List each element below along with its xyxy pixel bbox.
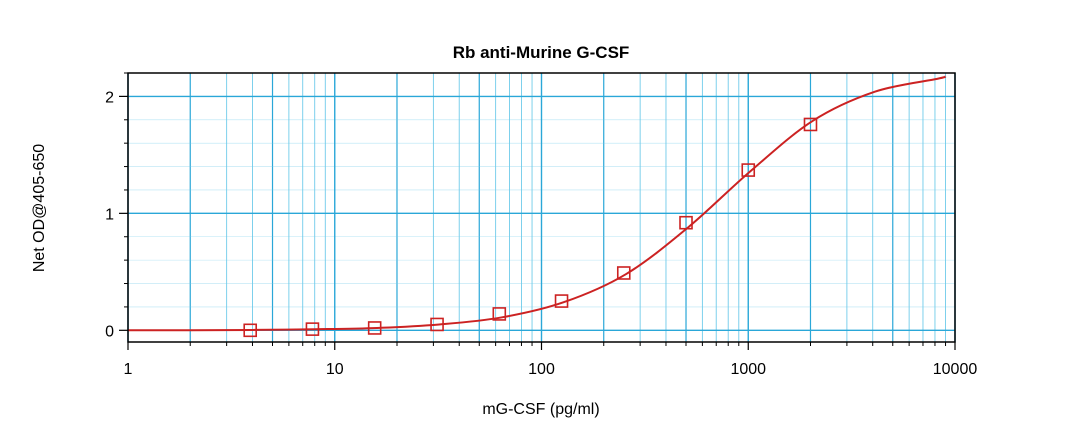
- x-axis-label: mG-CSF (pg/ml): [482, 401, 599, 418]
- data-point: [679, 215, 693, 230]
- data-point: [243, 323, 258, 338]
- data-point: [554, 294, 569, 308]
- data-point: [803, 117, 818, 132]
- tick-labels: 1 10 100 1000 10000 0 1 2: [105, 89, 977, 378]
- fit-curve-line: [127, 75, 947, 332]
- x-tick-label: 100: [528, 361, 555, 378]
- x-tick-label: 1000: [730, 361, 766, 378]
- ticks: [119, 72, 956, 350]
- x-tick-label: 1: [124, 361, 133, 378]
- data-point: [741, 163, 756, 177]
- x-tick-label: 10: [326, 361, 344, 378]
- data-point: [305, 322, 320, 336]
- plot-frame: [127, 72, 956, 343]
- data-point: [492, 307, 507, 321]
- fit-curve: [127, 75, 947, 332]
- y-tick-label: 0: [105, 323, 114, 340]
- y-tick-label: 1: [105, 206, 114, 223]
- data-point: [367, 321, 382, 335]
- y-axis-label: Net OD@405-650: [31, 144, 48, 272]
- data-points: [243, 117, 818, 338]
- chart-title: Rb anti-Murine G-CSF: [453, 43, 630, 62]
- x-tick-label: 10000: [933, 361, 978, 378]
- data-point: [616, 266, 631, 280]
- y-tick-label: 2: [105, 89, 114, 106]
- data-point: [430, 317, 444, 332]
